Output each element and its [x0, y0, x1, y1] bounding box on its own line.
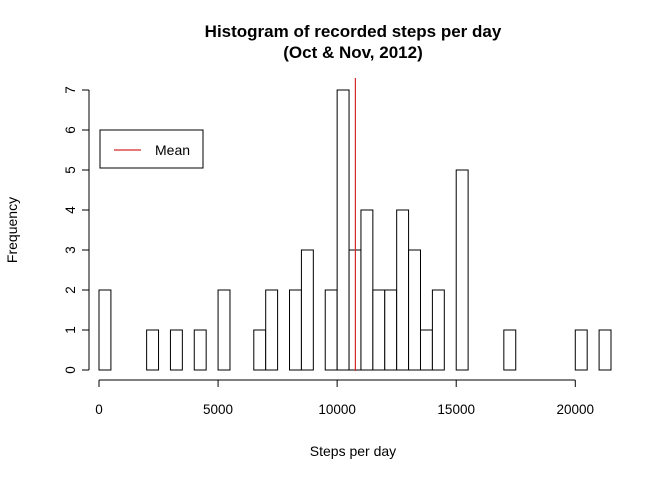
histogram-bar [217, 289, 231, 371]
x-tick-label: 15000 [437, 402, 475, 417]
histogram-bars [98, 89, 612, 371]
histogram-bar [372, 289, 386, 371]
histogram-bar [503, 329, 517, 371]
histogram-bar [598, 329, 612, 371]
x-tick-label: 0 [95, 402, 103, 417]
histogram-bar [146, 329, 160, 371]
histogram-bar [384, 289, 398, 371]
y-tick-label: 2 [63, 286, 78, 294]
histogram-bar [360, 209, 374, 371]
histogram-bar [193, 329, 207, 371]
legend: Mean [99, 129, 204, 169]
y-tick-label: 0 [63, 366, 78, 374]
histogram-bar [253, 329, 267, 371]
y-tick-label: 3 [63, 246, 78, 254]
legend-label: Mean [155, 142, 190, 158]
histogram-bar [289, 289, 302, 371]
histogram-bar [419, 329, 433, 371]
histogram-bar [455, 169, 469, 371]
histogram-bar [574, 329, 588, 371]
x-axis: 0 5000 10000 15000 20000 [95, 379, 595, 417]
x-axis-label: Steps per day [310, 443, 396, 459]
histogram-bar [396, 209, 410, 371]
x-tick-label: 10000 [318, 402, 356, 417]
chart-subtitle: (Oct & Nov, 2012) [283, 43, 423, 62]
x-tick-label: 5000 [203, 402, 233, 417]
y-tick-label: 5 [63, 166, 78, 174]
histogram-bar [300, 249, 314, 371]
histogram-bar [169, 329, 183, 371]
histogram-bar [336, 89, 350, 371]
histogram-bar [431, 289, 445, 371]
y-tick-label: 4 [63, 206, 78, 214]
y-axis-label: Frequency [4, 197, 20, 263]
y-tick-label: 1 [63, 326, 78, 334]
histogram-bar [324, 289, 338, 371]
x-tick-label: 20000 [557, 402, 595, 417]
chart-title: Histogram of recorded steps per day [205, 22, 502, 41]
histogram-bar [98, 289, 112, 371]
y-tick-label: 6 [63, 126, 78, 134]
histogram-bar [265, 289, 279, 371]
y-tick-label: 7 [63, 86, 78, 94]
legend-box [99, 129, 204, 169]
y-axis: 0 1 2 3 4 5 6 7 [63, 86, 90, 374]
histogram-bar [408, 249, 421, 371]
